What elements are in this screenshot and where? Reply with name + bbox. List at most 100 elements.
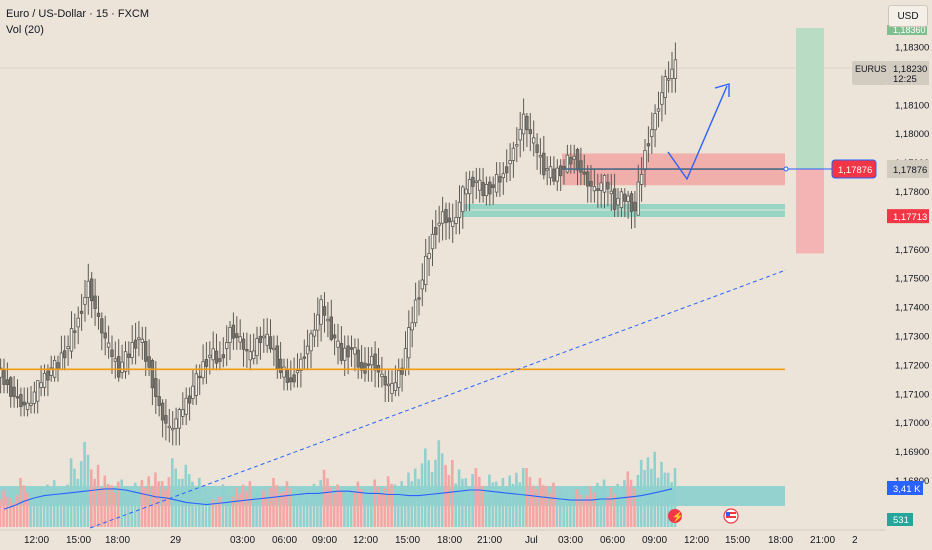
candle-body [342,347,347,361]
volume-bar [22,485,26,527]
volume-bar [332,494,336,527]
candle-body [120,361,124,373]
volume-indicator-label[interactable]: Vol (20) [6,24,44,36]
volume-bar [110,485,113,527]
symbol-title[interactable]: Euro / US-Dollar · 15 · FXCM [6,8,150,20]
candle-body [477,179,482,191]
last-price-tag [887,61,929,85]
volume-bar [508,475,511,527]
volume-bar [424,448,427,527]
candle-body [332,334,337,339]
candle-body [295,370,300,374]
candle-body [450,220,455,227]
candle-body [268,336,273,350]
volume-bar [498,489,501,527]
symbol-tag [852,61,887,85]
volume-bar [63,494,66,527]
candle-body [133,339,138,349]
trendline-dashed [89,269,787,529]
volume-bar [650,468,653,527]
candle-body [76,317,80,328]
candle-body [167,425,171,429]
volume-bar [248,481,252,527]
volume-bar [309,497,312,527]
volume-bar [32,497,36,527]
candle-body [532,137,536,144]
candle-body [616,197,620,206]
candle-body [508,160,512,165]
candle-body [285,368,290,383]
volume-bar [349,487,353,527]
volume-bar [211,499,215,527]
volume-bar [400,481,403,527]
volume-bar [181,478,184,527]
candle-body [289,377,293,383]
volume-bar [113,492,117,527]
volume-bar [663,472,667,527]
candle-body [326,318,330,322]
candle-body [194,373,198,396]
volume-bar [12,502,15,527]
volume-bar [619,491,623,527]
time-tick: 12:00 [353,535,378,546]
volume-bar [93,478,96,527]
volume-bar [643,470,646,527]
candle-body [150,359,155,389]
price-axis: 1,183001,181001,180001,179001,178001,176… [831,0,932,550]
candle-body [100,318,104,334]
candles [0,42,678,446]
price-tick: 1,16900 [895,447,929,458]
price-tick: 1,17300 [895,332,929,343]
volume-value: 531 [893,515,909,526]
currency-button[interactable]: USD [888,5,928,27]
candle-body [579,160,583,173]
volume-bar [613,494,616,527]
volume-bar [201,498,204,527]
candle-body [366,363,371,366]
candle-body [586,171,590,187]
volume-bar [467,486,471,527]
volume-bar [39,487,42,527]
volume-bar [390,483,393,527]
volume-bar [194,489,198,527]
volume-bar [265,497,269,527]
candle-body [559,165,563,177]
volume-bar [177,478,181,527]
volume-bar [83,441,86,527]
volume-bar [2,490,5,527]
candle-body [197,375,202,379]
volume-bar [572,490,576,527]
candle-body [572,155,576,160]
volume-bar [160,481,164,527]
candle-body [582,171,586,175]
volume-bar [586,495,589,527]
candle-body [49,367,53,376]
candle-body [204,358,209,367]
candle-body [606,181,610,190]
candle-body [241,338,246,350]
candle-body [127,353,131,358]
candle-body [396,369,401,388]
candle-body [110,349,114,357]
candle-body [491,184,495,188]
candle-body [390,383,394,394]
volume-bar [0,499,2,527]
candle-body [423,255,428,285]
candle-body [106,342,111,348]
price-tick: 1,17500 [895,274,929,285]
volume-bar [305,492,309,527]
volume-bar [656,477,660,527]
candle-body [86,280,90,298]
volume-bar [46,484,49,527]
candle-body [562,166,566,169]
volume-bar [633,488,636,527]
volume-bar [673,468,677,527]
volume-bar [174,468,177,527]
candle-body [29,402,33,406]
symbol-tag-label: EURUSD [855,64,894,74]
volume-bar [592,492,596,527]
volume-bar [279,492,282,527]
